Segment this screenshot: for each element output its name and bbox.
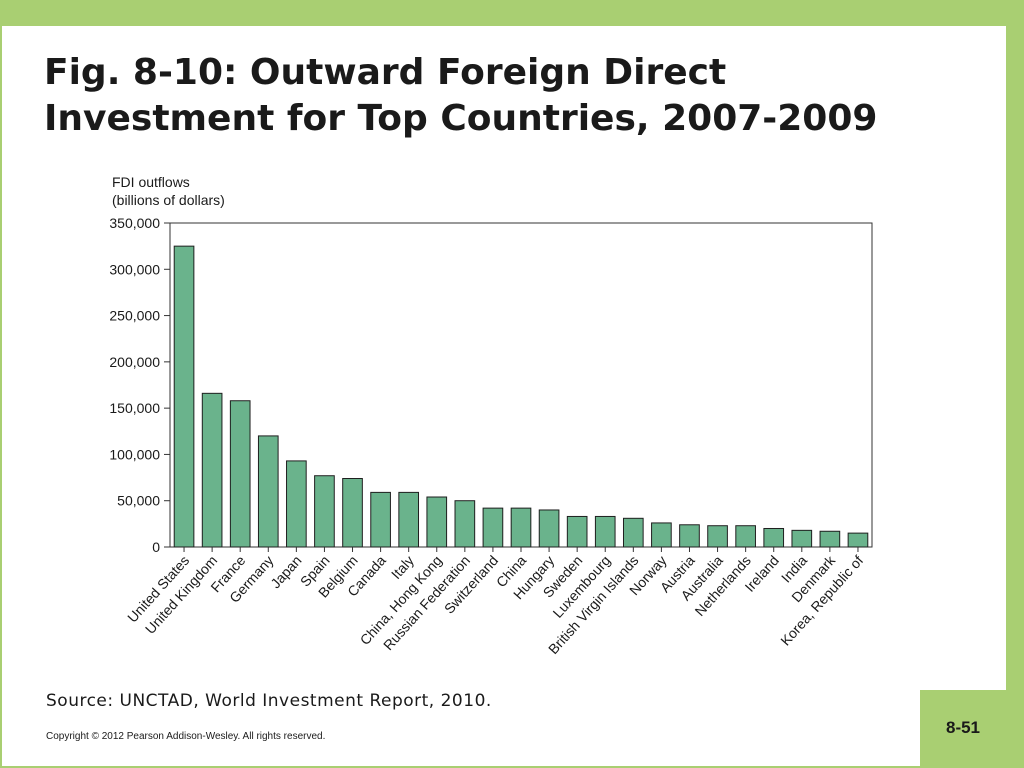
bar bbox=[622, 517, 644, 548]
fdi-bar-chart: FDI outflows (billions of dollars) 0 50,0… bbox=[109, 174, 873, 657]
bar bbox=[510, 507, 532, 548]
bar bbox=[454, 500, 476, 548]
bar bbox=[763, 527, 785, 548]
bar bbox=[651, 522, 672, 548]
source-note: Source: UNCTAD, World Investment Report,… bbox=[46, 691, 492, 711]
bar bbox=[707, 525, 728, 548]
bar bbox=[679, 524, 700, 548]
slide-frame-bottom bbox=[0, 766, 1024, 768]
bar bbox=[538, 509, 560, 548]
y-axis-ticks: 0 50,000 100,000 150,000 200,000 250,000 300,0… bbox=[109, 215, 170, 555]
y-axis-label-line-2: (billions of dollars) bbox=[112, 192, 225, 208]
bar bbox=[819, 530, 841, 548]
bar bbox=[257, 435, 279, 548]
slide-frame-right bbox=[1006, 0, 1024, 768]
bar bbox=[791, 529, 813, 548]
y-tick-label: 100,000 bbox=[109, 446, 160, 462]
bar bbox=[594, 515, 616, 548]
slide-number: 8-51 bbox=[945, 718, 981, 737]
bar bbox=[201, 392, 223, 548]
y-tick-label: 50,000 bbox=[117, 493, 160, 509]
bar bbox=[370, 491, 391, 548]
slide-title-line-1: Fig. 8-10: Outward Foreign Direct bbox=[44, 52, 727, 93]
bar bbox=[566, 515, 588, 548]
x-category-label: Japan bbox=[267, 552, 304, 591]
slide-number-box: 8-51 bbox=[920, 690, 1006, 766]
bar bbox=[482, 507, 504, 548]
y-tick-label: 350,000 bbox=[109, 215, 160, 231]
bar bbox=[342, 478, 363, 548]
y-axis-label-line-1: FDI outflows bbox=[112, 174, 190, 190]
y-tick-label: 150,000 bbox=[109, 400, 160, 416]
y-tick-label: 200,000 bbox=[109, 354, 160, 370]
slide-title: Fig. 8-10: Outward Foreign Direct Invest… bbox=[44, 50, 984, 142]
bar bbox=[229, 400, 251, 548]
bar bbox=[398, 491, 420, 548]
slide-frame-top bbox=[0, 0, 1024, 26]
bar bbox=[286, 460, 307, 548]
y-tick-label: 300,000 bbox=[109, 261, 160, 277]
slide-title-line-2: Investment for Top Countries, 2007-2009 bbox=[44, 98, 878, 139]
bar bbox=[847, 532, 869, 548]
y-tick-label: 250,000 bbox=[109, 308, 160, 324]
bar bbox=[426, 496, 448, 548]
bar bbox=[173, 245, 195, 548]
y-tick-label: 0 bbox=[152, 539, 160, 555]
bar-group bbox=[173, 245, 869, 548]
bar bbox=[735, 525, 756, 548]
slide-frame-left bbox=[0, 0, 2, 768]
bar bbox=[314, 475, 335, 548]
copyright-note: Copyright © 2012 Pearson Addison-Wesley.… bbox=[46, 731, 326, 742]
